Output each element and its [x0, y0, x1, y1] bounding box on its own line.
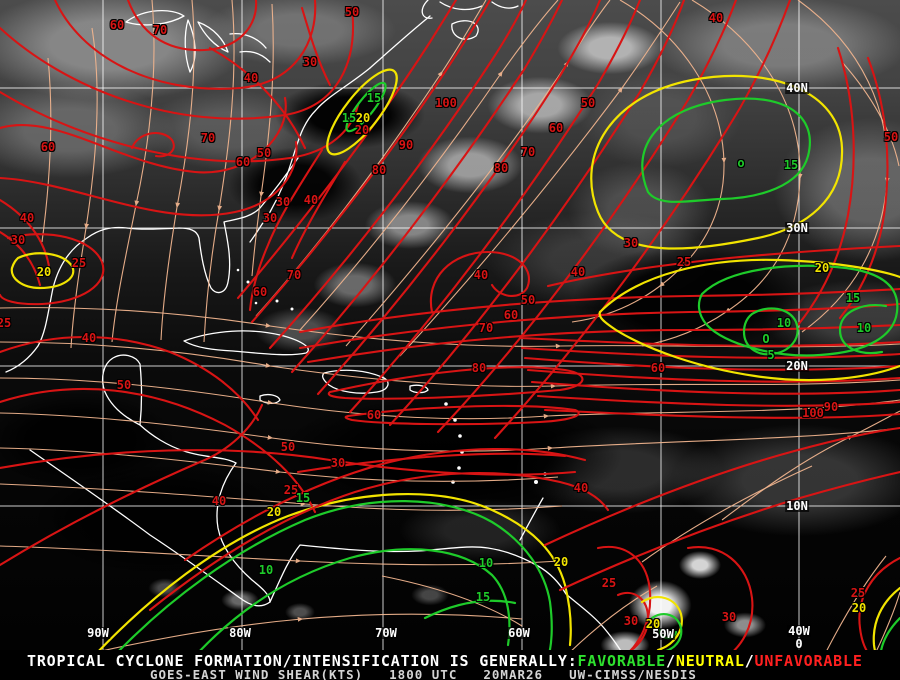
- valid-time: 1800 UTC: [389, 667, 458, 680]
- neutral-label: NEUTRAL: [675, 652, 745, 670]
- shear-contours: [0, 0, 900, 650]
- status-bar: TROPICAL CYCLONE FORMATION/INTENSIFICATI…: [0, 650, 900, 680]
- product-caption: GOES-EAST WIND SHEAR(KTS) 1800 UTC 20MAR…: [150, 667, 697, 680]
- separator2: /: [744, 652, 755, 670]
- coastlines: [5, 0, 622, 650]
- summary-prefix: TROPICAL CYCLONE FORMATION/INTENSIFICATI…: [27, 652, 578, 670]
- satellite-shear-map: 60 70 50 40 30 40 50 100 60 70 80 90 80 60 70 50 60 50 20 4…: [0, 0, 900, 650]
- wind-streamlines: [0, 0, 900, 650]
- separator1: /: [666, 652, 676, 670]
- valid-date: 20MAR26: [483, 667, 544, 680]
- data-source: UW-CIMSS/NESDIS: [569, 667, 697, 680]
- map-overlay-svg: [0, 0, 900, 650]
- favorability-summary: TROPICAL CYCLONE FORMATION/INTENSIFICATI…: [27, 652, 863, 670]
- product-name: GOES-EAST WIND SHEAR(KTS): [150, 667, 364, 680]
- favorable-label: FAVORABLE: [577, 652, 667, 670]
- unfavorable-label: UNFAVORABLE: [754, 652, 863, 670]
